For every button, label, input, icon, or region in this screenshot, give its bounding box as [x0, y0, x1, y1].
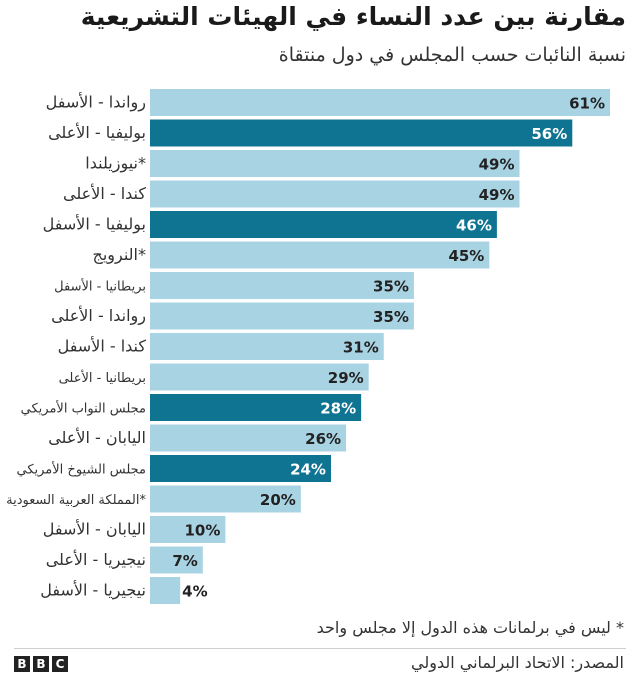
bar — [150, 89, 610, 116]
bar — [150, 241, 490, 269]
value-label: 28% — [320, 400, 356, 418]
category-label: نيوزيلندا* — [85, 154, 146, 174]
bbc-logo-letter: C — [52, 656, 68, 672]
category-label: مجلس النواب الأمريكي — [21, 400, 146, 417]
bar — [150, 394, 362, 421]
value-label: 56% — [531, 125, 567, 143]
bbc-logo-letter: B — [33, 656, 49, 672]
category-label: رواندا - الأسفل — [46, 92, 146, 113]
value-label: 49% — [479, 156, 515, 174]
value-label: 10% — [185, 522, 221, 540]
chart-title: مقارنة بين عدد النساء في الهيئات التشريع… — [80, 2, 626, 31]
bar — [150, 272, 414, 299]
value-label: 26% — [305, 430, 341, 448]
value-label: 24% — [290, 461, 326, 479]
value-label: 49% — [479, 186, 515, 204]
category-label: نيجيريا - الأسفل — [40, 580, 146, 601]
category-label: بوليفيا - الأسفل — [43, 214, 146, 235]
source-credit: المصدر: الاتحاد البرلماني الدولي — [411, 653, 624, 672]
category-label: نيجيريا - الأعلى — [46, 549, 146, 570]
bar — [150, 577, 181, 604]
bar — [150, 546, 203, 574]
bar-chart: رواندا - الأسفل 61% بوليفيا - الأعلى 56% نيو… — [6, 89, 610, 604]
bar — [150, 211, 497, 238]
footnote: * ليس في برلمانات هذه الدول إلا مجلس واح… — [316, 618, 624, 637]
footer-divider — [14, 648, 626, 649]
value-label: 29% — [328, 369, 364, 387]
bar — [150, 485, 301, 513]
value-label: 35% — [373, 278, 409, 296]
chart-subtitle: نسبة النائبات حسب المجلس في دول منتقاة — [278, 44, 626, 66]
bar — [150, 180, 520, 208]
value-label: 61% — [569, 95, 605, 113]
category-label: بريطانيا - الأعلى — [59, 369, 146, 386]
category-label: كندا - الأسفل — [58, 336, 147, 356]
value-label: 45% — [448, 247, 484, 265]
value-label: 4% — [182, 583, 207, 601]
bar — [150, 424, 347, 452]
category-label: كندا - الأعلى — [63, 183, 146, 203]
value-label: 31% — [343, 339, 379, 357]
value-label: 7% — [172, 552, 197, 570]
bar — [150, 333, 384, 360]
value-label: 20% — [260, 491, 296, 509]
bar — [150, 455, 331, 482]
bbc-logo: B B C — [14, 656, 68, 672]
category-label: النرويج* — [93, 245, 146, 265]
bar — [150, 150, 520, 177]
category-label: مجلس الشيوخ الأمريكي — [17, 461, 147, 478]
category-label: بريطانيا - الأسفل — [54, 278, 146, 295]
category-label: المملكة العربية السعودية* — [6, 493, 146, 508]
bar — [150, 516, 226, 543]
category-label: اليابان - الأسفل — [43, 519, 146, 539]
value-label: 46% — [456, 217, 492, 235]
category-label: رواندا - الأعلى — [51, 305, 146, 326]
bar — [150, 302, 414, 330]
value-label: 35% — [373, 308, 409, 326]
bar — [150, 363, 369, 391]
category-label: اليابان - الأعلى — [48, 427, 146, 447]
category-label: بوليفيا - الأعلى — [48, 122, 146, 143]
bbc-logo-letter: B — [14, 656, 30, 672]
bar — [150, 119, 573, 147]
